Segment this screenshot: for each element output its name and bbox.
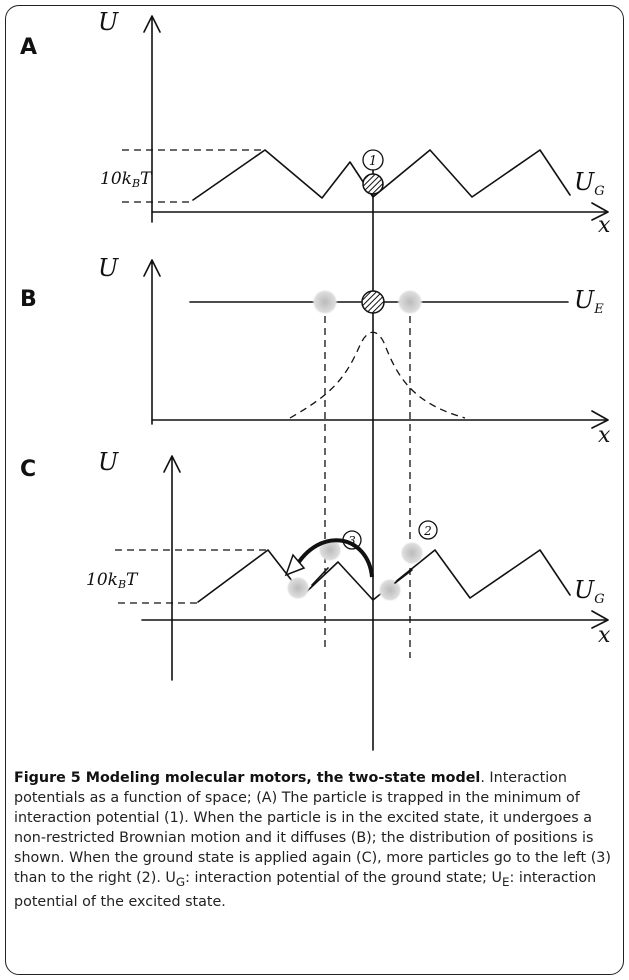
axis-label: U: [98, 8, 119, 36]
diffused-particle: [397, 289, 423, 315]
panel-label: C: [20, 457, 36, 482]
curve-label: UG: [574, 168, 605, 199]
x-label: x: [598, 423, 611, 448]
diffused-particle: [312, 289, 338, 315]
diffused-particle: [286, 576, 310, 600]
marker-circle: [418, 520, 438, 540]
curve-label: UE: [574, 286, 604, 317]
axis-label: U: [98, 448, 119, 476]
marker-circle: [342, 530, 362, 550]
x-axis: [151, 410, 609, 429]
caption-text: Interaction potentials as a function of …: [14, 770, 611, 886]
curve-label: UG: [574, 576, 605, 607]
x-axis: [141, 610, 609, 629]
figure-frame: [5, 5, 624, 975]
y-axis: [143, 259, 161, 425]
diffused-particle: [378, 578, 402, 602]
caption-text: : interaction potential of the excited s…: [14, 870, 597, 910]
marker-circle: [362, 149, 384, 171]
transition-arrow: [293, 538, 374, 578]
distribution-curve: [289, 331, 466, 419]
figure-caption: Figure 5 Modeling molecular motors, the …: [14, 768, 616, 912]
energy-label: 10kBT: [100, 169, 153, 190]
panel-label: B: [20, 287, 37, 312]
particle: [361, 290, 385, 314]
particle: [362, 173, 384, 195]
relaxation-arrows: [311, 567, 413, 586]
marker-label: 2: [423, 524, 432, 538]
x-label: x: [598, 213, 611, 238]
caption-text: .: [480, 770, 485, 786]
energy-guides: [115, 549, 268, 604]
x-axis: [151, 202, 609, 221]
marker-label: 3: [348, 534, 356, 548]
potential-curve: [192, 149, 571, 201]
diagram: A U x 10kBT UG 1 B U x UE C U x 10kBT UG…: [20, 8, 611, 751]
caption-subscript: E: [502, 874, 510, 889]
diffused-particle: [400, 541, 424, 565]
caption-title: Figure 5 Modeling molecular motors, the …: [14, 770, 481, 786]
panel-label: A: [20, 35, 37, 60]
potential-curve: [197, 549, 571, 603]
caption-text: : interaction potential of the ground st…: [185, 870, 502, 886]
y-axis: [143, 15, 161, 223]
energy-label: 10kBT: [86, 570, 139, 591]
x-label: x: [598, 623, 611, 648]
axis-label: U: [98, 254, 119, 282]
caption-subscript: G: [175, 874, 186, 889]
marker-label: 1: [369, 154, 377, 169]
projection-lines: [324, 316, 411, 658]
y-axis: [163, 455, 181, 681]
transition-arrowhead: [284, 553, 306, 577]
